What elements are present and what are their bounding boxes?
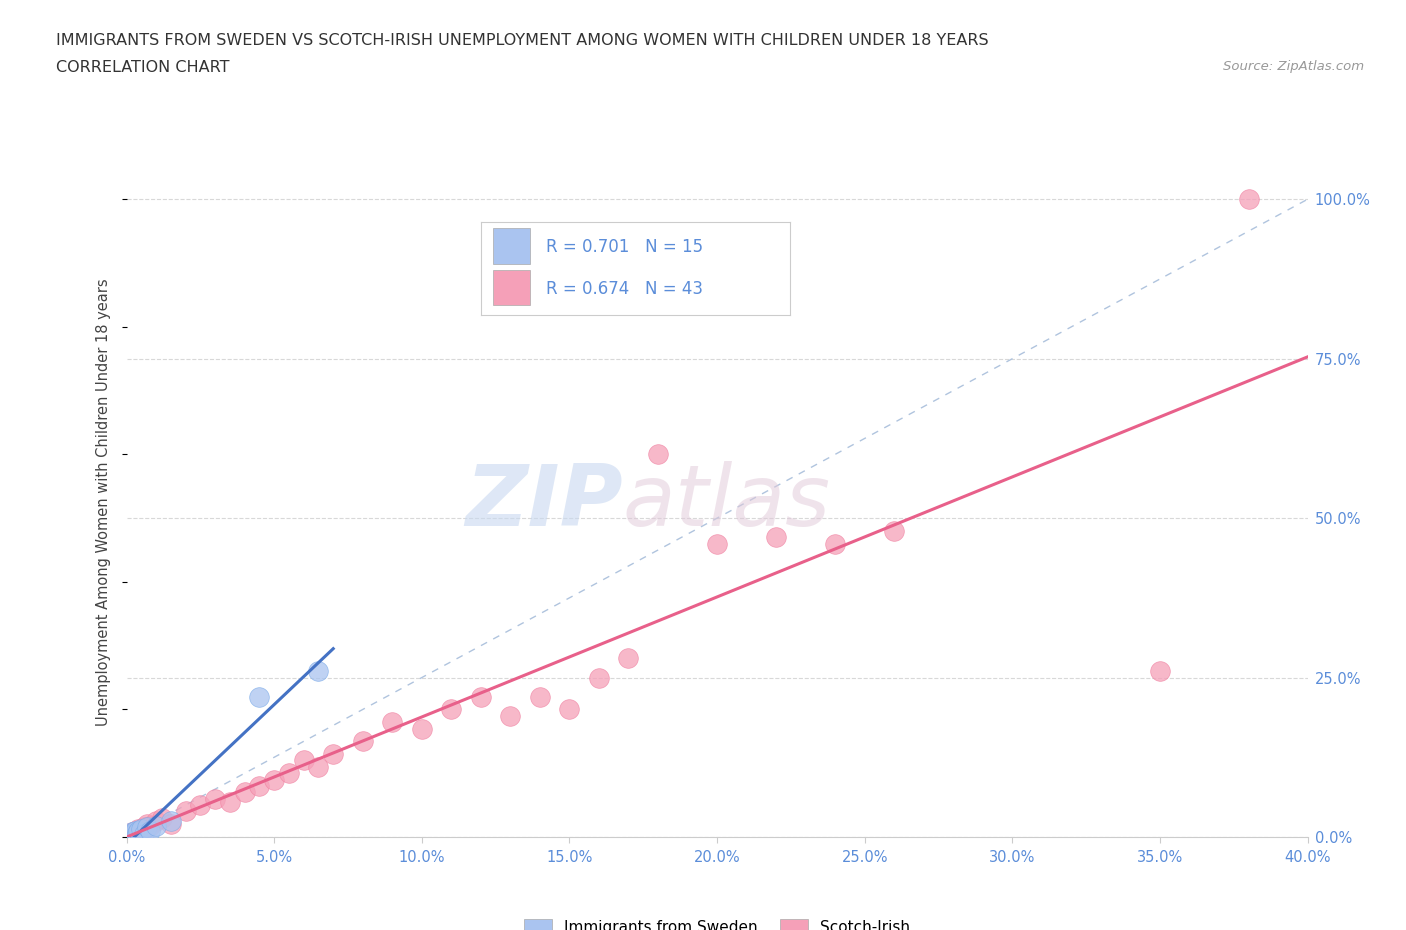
Point	[883, 524, 905, 538]
Point	[118, 828, 141, 843]
Text: IMMIGRANTS FROM SWEDEN VS SCOTCH-IRISH UNEMPLOYMENT AMONG WOMEN WITH CHILDREN UN: IMMIGRANTS FROM SWEDEN VS SCOTCH-IRISH U…	[56, 33, 988, 47]
Point	[765, 530, 787, 545]
Point	[129, 822, 153, 837]
Point	[160, 814, 183, 829]
Point	[204, 791, 226, 806]
Point	[160, 817, 183, 831]
Point	[470, 689, 492, 704]
Point	[247, 778, 270, 793]
Point	[127, 824, 149, 839]
Point	[139, 823, 162, 838]
Point	[411, 721, 433, 736]
Point	[124, 823, 146, 838]
Point	[292, 753, 315, 768]
Legend: Immigrants from Sweden, Scotch-Irish: Immigrants from Sweden, Scotch-Irish	[516, 911, 918, 930]
Text: R = 0.674   N = 43: R = 0.674 N = 43	[546, 280, 703, 298]
Point	[124, 823, 146, 838]
Point	[352, 734, 374, 749]
Text: R = 0.701   N = 15: R = 0.701 N = 15	[546, 238, 703, 256]
Point	[125, 826, 148, 841]
Point	[136, 817, 159, 831]
Point	[1237, 192, 1260, 206]
Point	[150, 810, 173, 825]
Point	[307, 664, 329, 679]
Point	[121, 825, 143, 840]
Point	[558, 702, 581, 717]
Point	[120, 827, 142, 842]
Point	[218, 794, 242, 809]
Point	[122, 827, 145, 842]
Point	[588, 671, 610, 685]
Point	[120, 827, 142, 842]
Point	[121, 825, 143, 840]
Point	[125, 827, 148, 842]
Bar	[494, 228, 530, 263]
Text: Source: ZipAtlas.com: Source: ZipAtlas.com	[1223, 60, 1364, 73]
Point	[647, 447, 669, 462]
Y-axis label: Unemployment Among Women with Children Under 18 years: Unemployment Among Women with Children U…	[96, 278, 111, 726]
Point	[233, 785, 256, 800]
Point	[529, 689, 551, 704]
Point	[139, 818, 162, 833]
Point	[174, 804, 197, 819]
Point	[499, 709, 522, 724]
Point	[136, 820, 159, 835]
Point	[824, 537, 846, 551]
Point	[129, 824, 153, 839]
Text: ZIP: ZIP	[465, 460, 623, 544]
Point	[134, 820, 156, 835]
Point	[263, 772, 285, 787]
Point	[145, 818, 167, 833]
Point	[278, 765, 301, 780]
Point	[134, 827, 156, 842]
Point	[118, 828, 141, 843]
Point	[188, 798, 211, 813]
Point	[145, 814, 167, 829]
Point	[307, 760, 329, 775]
Text: CORRELATION CHART: CORRELATION CHART	[56, 60, 229, 75]
Point	[706, 537, 728, 551]
Point	[247, 689, 270, 704]
Point	[322, 747, 344, 762]
Point	[617, 651, 640, 666]
Text: atlas: atlas	[623, 460, 831, 544]
Point	[122, 826, 145, 841]
Point	[1149, 664, 1171, 679]
Bar	[494, 270, 530, 305]
Point	[117, 829, 139, 844]
Point	[440, 702, 463, 717]
Point	[127, 822, 149, 837]
Point	[381, 715, 404, 730]
